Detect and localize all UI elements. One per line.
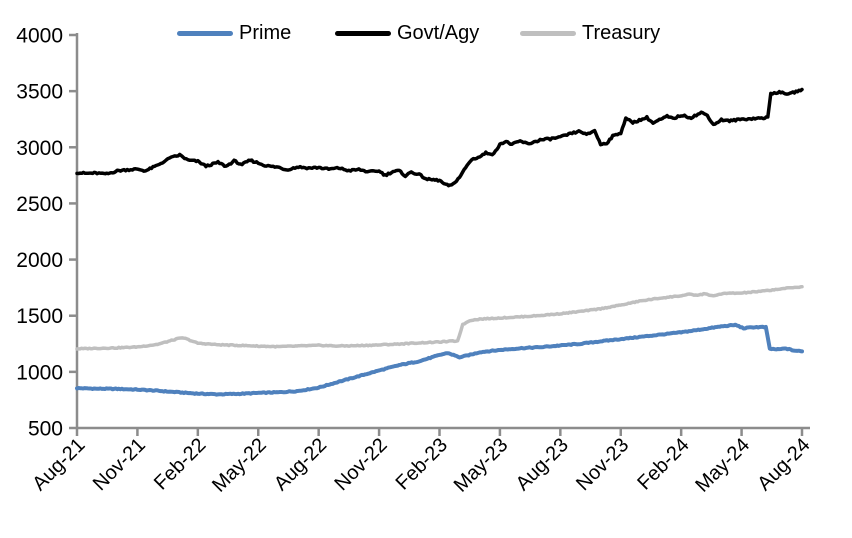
svg-text:2500: 2500 xyxy=(16,193,63,216)
svg-text:Aug-23: Aug-23 xyxy=(512,434,573,495)
y-axis-labels: 4000 3500 3000 2500 2000 1500 1000 500 xyxy=(16,25,63,441)
svg-text:Feb-23: Feb-23 xyxy=(392,434,452,494)
legend-item-treasury: Treasury xyxy=(520,23,660,43)
svg-text:Feb-24: Feb-24 xyxy=(633,434,693,494)
legend-label-prime: Prime xyxy=(239,22,292,44)
svg-text:2000: 2000 xyxy=(16,249,63,272)
svg-text:1000: 1000 xyxy=(16,361,63,384)
legend-item-prime: Prime xyxy=(177,23,291,43)
svg-text:3500: 3500 xyxy=(16,81,63,104)
x-axis-ticks xyxy=(75,428,804,436)
series-line-prime xyxy=(75,322,804,397)
govt-agy-line-swatch xyxy=(335,30,391,36)
y-axis-ticks xyxy=(69,33,77,430)
treasury-line-swatch xyxy=(520,30,576,36)
series-line-treasury xyxy=(75,284,804,351)
legend-item-govt-agy: Govt/Agy xyxy=(335,23,479,43)
axes xyxy=(75,33,810,430)
series-lines xyxy=(75,87,804,397)
legend-label-govt-agy: Govt/Agy xyxy=(397,22,480,44)
prime-line-swatch xyxy=(177,30,233,36)
svg-text:Aug-24: Aug-24 xyxy=(753,434,814,495)
svg-text:3000: 3000 xyxy=(16,137,63,160)
svg-text:Aug-21: Aug-21 xyxy=(28,434,89,495)
svg-text:Nov-23: Nov-23 xyxy=(572,434,633,495)
svg-text:Aug-22: Aug-22 xyxy=(270,434,331,495)
svg-text:May-23: May-23 xyxy=(450,434,513,497)
svg-text:500: 500 xyxy=(28,418,63,441)
series-line-govt-agy xyxy=(75,87,804,188)
svg-text:May-24: May-24 xyxy=(691,434,754,497)
svg-text:4000: 4000 xyxy=(16,25,63,48)
svg-text:Nov-21: Nov-21 xyxy=(89,434,150,495)
svg-text:Nov-22: Nov-22 xyxy=(330,434,391,495)
svg-text:Feb-22: Feb-22 xyxy=(150,434,210,494)
legend-label-treasury: Treasury xyxy=(582,22,661,44)
svg-text:1500: 1500 xyxy=(16,305,63,328)
svg-text:May-22: May-22 xyxy=(208,434,271,497)
